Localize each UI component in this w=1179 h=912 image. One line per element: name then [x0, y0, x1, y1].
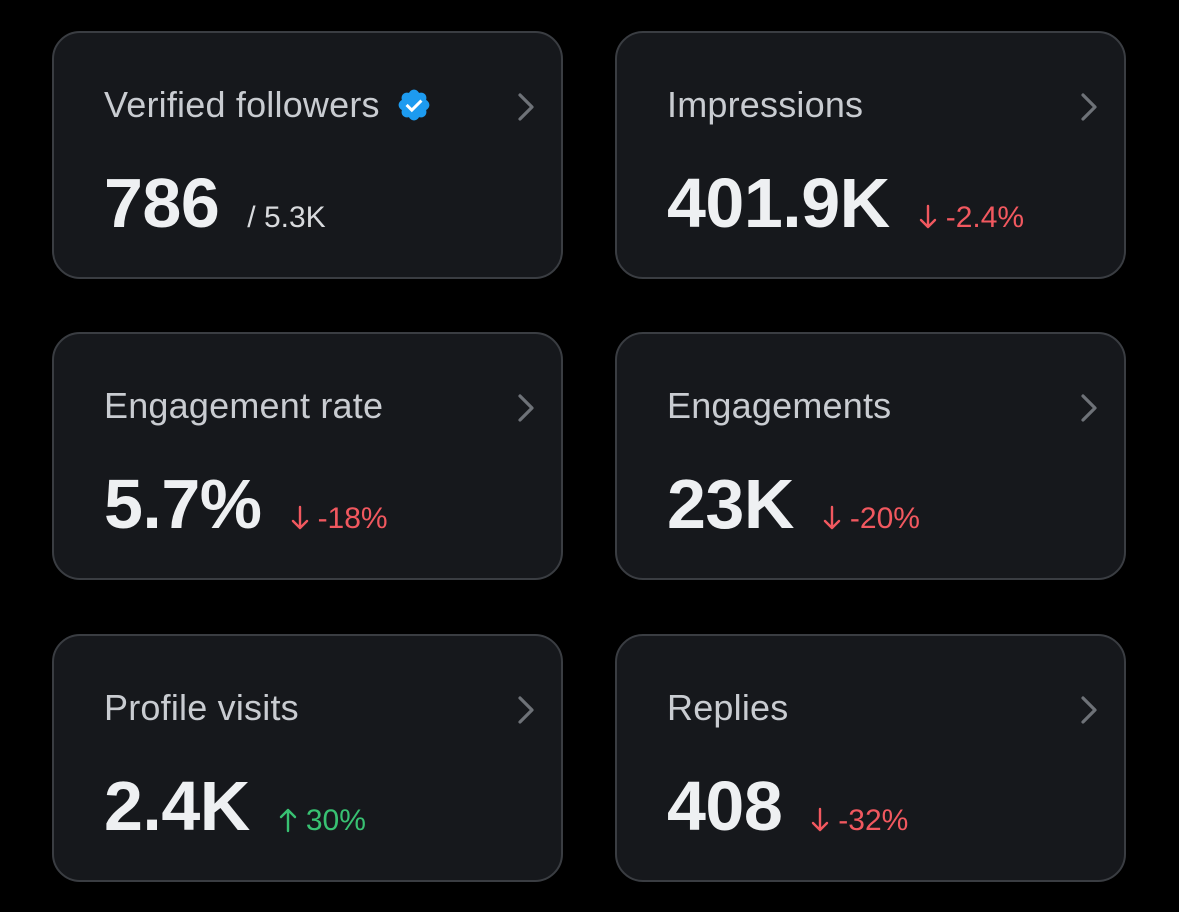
chevron-right-icon [518, 696, 534, 724]
metric-delta-value: -20% [849, 502, 920, 535]
metric-delta: 30% [278, 804, 366, 838]
card-title: Replies [667, 687, 789, 728]
metric-value: 408 [667, 767, 783, 845]
arrow-down-icon [291, 505, 308, 530]
card-verified-followers[interactable]: Verified followers 786 / 5.3K [52, 31, 563, 279]
arrow-down-icon [823, 505, 841, 530]
metric-row: 23K -20% [667, 466, 920, 542]
metric-value: 401.9K [667, 164, 890, 242]
metric-value: 786 [104, 164, 220, 242]
card-title: Engagements [667, 385, 892, 426]
metric-delta: -32% [810, 804, 908, 838]
metric-delta: -20% [822, 502, 920, 536]
metric-row: 786 / 5.3K [104, 165, 326, 241]
metric-value: 23K [667, 465, 794, 543]
verified-badge-icon [398, 89, 430, 121]
card-title-row: Replies [667, 686, 788, 730]
card-title: Profile visits [104, 687, 299, 728]
metric-delta-value: -2.4% [945, 201, 1025, 234]
card-title-row: Engagements [667, 384, 891, 428]
metric-value: 2.4K [104, 767, 250, 845]
chevron-right-icon [1081, 696, 1097, 724]
card-title-row: Profile visits [104, 686, 299, 730]
metric-delta-value: 30% [305, 804, 366, 837]
card-title: Impressions [667, 84, 864, 125]
chevron-right-icon [518, 93, 534, 121]
card-engagement-rate[interactable]: Engagement rate 5.7% -18% [52, 332, 563, 580]
metric-row: 2.4K 30% [104, 768, 366, 844]
chevron-right-icon [1081, 93, 1097, 121]
metric-row: 5.7% -18% [104, 466, 388, 542]
card-title-row: Impressions [667, 83, 863, 127]
card-engagements[interactable]: Engagements 23K -20% [615, 332, 1126, 580]
arrow-down-icon [919, 204, 936, 229]
metric-row: 408 -32% [667, 768, 908, 844]
metric-delta: -18% [290, 502, 388, 536]
metric-delta-value: -18% [317, 502, 388, 535]
metric-delta-value: -32% [838, 804, 909, 837]
arrow-up-icon [279, 808, 297, 833]
metric-row: 401.9K -2.4% [667, 165, 1024, 241]
card-title-row: Engagement rate [104, 384, 383, 428]
card-title-row: Verified followers [104, 83, 432, 127]
chevron-right-icon [518, 394, 534, 422]
card-title: Verified followers [104, 84, 380, 125]
card-impressions[interactable]: Impressions 401.9K -2.4% [615, 31, 1126, 279]
chevron-right-icon [1081, 394, 1097, 422]
metric-total: / 5.3K [247, 201, 326, 234]
card-title: Engagement rate [104, 385, 384, 426]
arrow-down-icon [812, 807, 829, 832]
card-profile-visits[interactable]: Profile visits 2.4K 30% [52, 634, 563, 882]
metric-delta: -2.4% [918, 201, 1024, 235]
metric-value: 5.7% [104, 465, 262, 543]
card-replies[interactable]: Replies 408 -32% [615, 634, 1126, 882]
